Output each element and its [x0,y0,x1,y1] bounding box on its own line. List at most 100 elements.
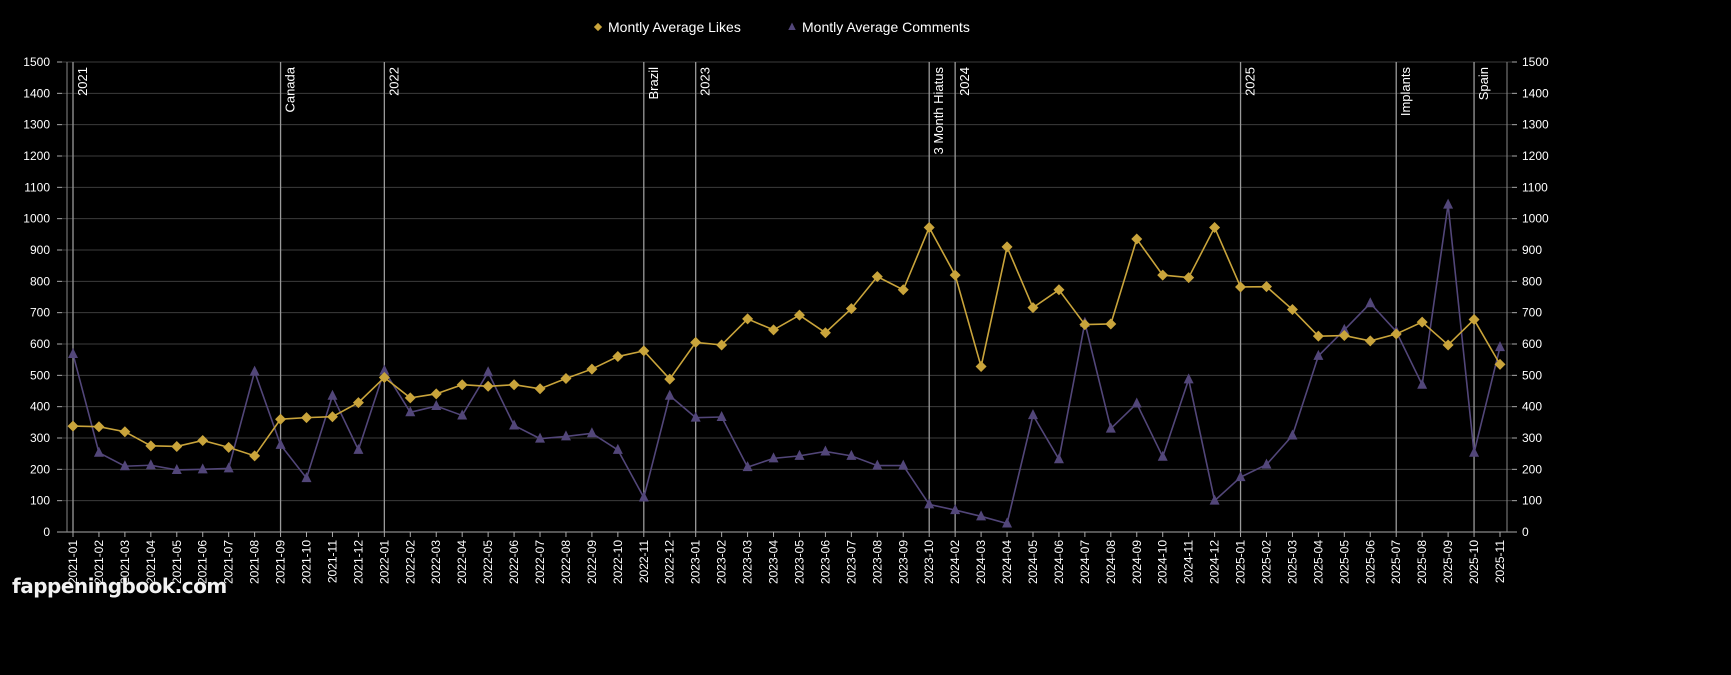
data-point-comments [898,459,909,470]
x-tick-label: 2024-11 [1182,540,1196,583]
x-tick-label: 2024-02 [948,540,962,584]
y-tick-label: 800 [30,274,50,288]
data-point-likes [171,440,183,452]
x-tick-label: 2025-06 [1363,540,1377,584]
data-point-comments [249,365,260,376]
x-tick-label: 2024-03 [974,540,988,584]
data-point-comments [742,461,753,472]
x-tick-label: 2024-10 [1156,540,1170,584]
data-point-comments [145,459,156,470]
x-tick-label: 2025-10 [1467,540,1481,584]
data-point-likes [352,397,364,409]
annotation-label: 2021 [75,67,90,96]
x-tick-label: 2021-10 [300,540,314,584]
y-tick-label: 900 [30,243,50,257]
x-tick-label: 2021-08 [248,540,262,584]
data-point-comments [379,364,390,375]
y-tick-label-right: 100 [1522,494,1542,508]
annotation-label: Spain [1476,67,1491,100]
y-tick-label-right: 900 [1522,243,1542,257]
data-point-likes [949,269,961,281]
x-tick-label: 2024-12 [1208,540,1222,584]
data-point-comments [1469,446,1480,457]
data-point-likes [145,440,157,452]
x-tick-label: 2022-02 [403,540,417,584]
x-tick-label: 2022-04 [455,540,469,584]
data-point-comments [483,366,494,377]
data-point-likes [119,426,131,438]
y-tick-label: 1500 [23,55,50,69]
data-point-comments [716,411,727,422]
x-tick-label: 2022-05 [481,540,495,584]
data-point-comments [1235,471,1246,482]
legend-marker-likes [593,22,603,32]
data-point-likes [1027,302,1039,314]
data-point-comments [1209,494,1220,505]
data-point-likes [1131,233,1143,245]
x-tick-label: 2023-01 [689,540,703,584]
y-tick-label: 300 [30,431,50,445]
data-point-comments [275,438,286,449]
data-point-likes [1494,358,1506,370]
x-tick-label: 2025-03 [1285,540,1299,584]
data-point-comments [1313,349,1324,360]
data-point-likes [223,441,235,453]
x-tick-label: 2023-03 [741,540,755,584]
data-point-likes [1390,328,1402,340]
data-point-comments [924,498,935,509]
data-point-likes [1286,304,1298,316]
data-point-comments [820,445,831,456]
data-point-likes [819,327,831,339]
x-tick-label: 2021-01 [66,540,80,584]
x-tick-label: 2023-05 [792,540,806,584]
annotation-label: 2024 [957,67,972,96]
data-point-comments [1261,458,1272,469]
data-point-comments [1365,297,1376,308]
x-tick-label: 2024-09 [1130,540,1144,584]
data-point-comments [457,409,468,420]
data-point-comments [560,430,571,441]
data-point-comments [1131,397,1142,408]
data-point-likes [690,336,702,348]
x-tick-label: 2022-11 [637,540,651,583]
data-point-comments [612,443,623,454]
x-tick-label: 2022-08 [559,540,573,584]
data-point-comments [1417,378,1428,389]
data-point-likes [534,383,546,395]
data-point-comments [950,504,961,515]
data-point-likes [1183,272,1195,284]
x-tick-label: 2025-08 [1415,540,1429,584]
data-point-comments [664,389,675,400]
series-line-comments [72,204,1501,525]
y-tick-label-right: 1500 [1522,55,1549,69]
data-point-likes [638,345,650,357]
data-point-comments [1053,453,1064,464]
data-point-comments [690,411,701,422]
data-point-likes [560,372,572,384]
data-point-comments [197,463,208,474]
x-tick-label: 2025-04 [1311,540,1325,584]
x-tick-label: 2022-01 [377,540,391,584]
data-point-likes [586,363,598,375]
y-tick-label: 1100 [24,180,50,194]
data-point-comments [68,348,78,359]
x-tick-label: 2021-07 [222,540,236,584]
data-point-likes [404,392,416,404]
data-point-comments [1443,198,1454,209]
data-point-likes [1364,335,1376,347]
data-point-likes [742,313,754,325]
data-point-comments [223,462,234,473]
data-point-comments [327,389,338,400]
data-point-likes [1312,330,1324,342]
data-point-comments [509,419,520,430]
y-tick-label-right: 700 [1522,306,1542,320]
legend-label-comments: Montly Average Comments [802,19,970,35]
y-tick-label-right: 1100 [1522,180,1548,194]
data-point-likes [1468,314,1480,326]
y-tick-label: 0 [43,525,50,539]
x-tick-label: 2021-03 [118,540,132,584]
data-point-likes [275,413,287,425]
y-tick-label: 1000 [23,212,50,226]
x-tick-label: 2024-08 [1104,540,1118,584]
data-point-likes [1260,281,1272,293]
